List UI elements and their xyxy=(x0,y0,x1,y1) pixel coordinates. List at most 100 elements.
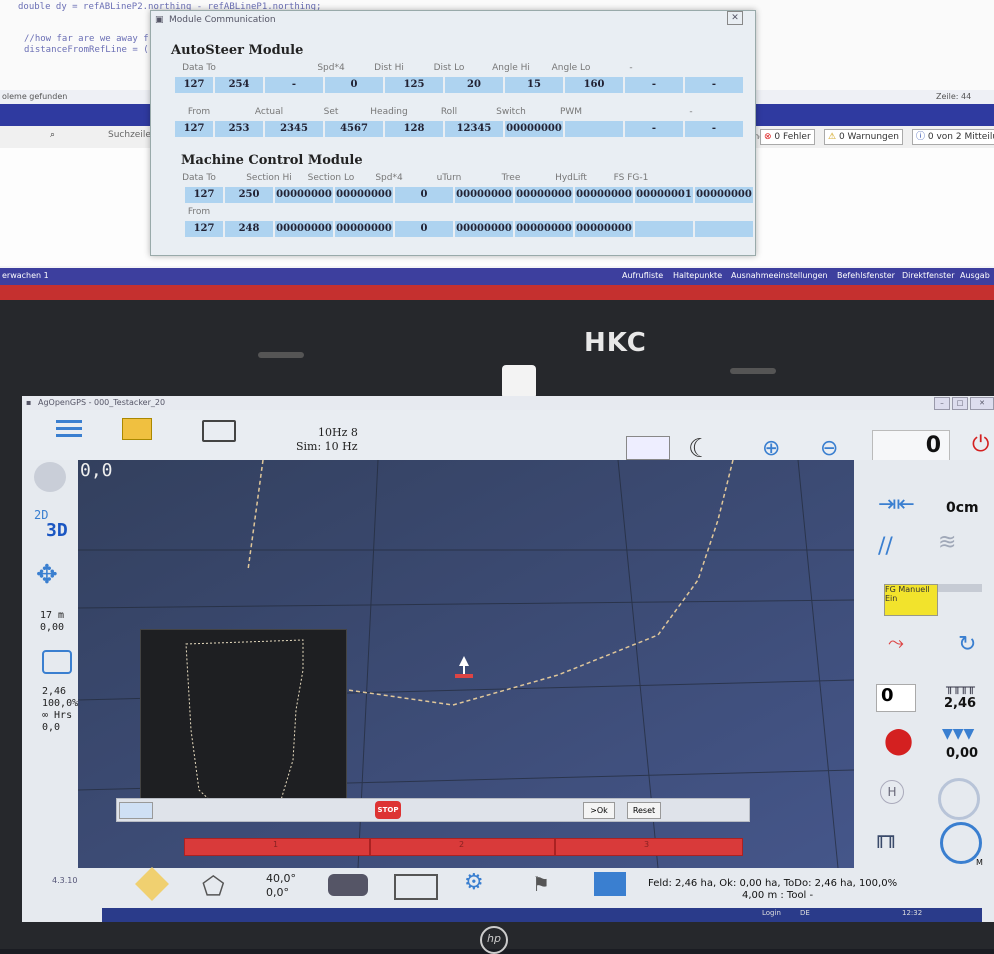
value-cell: 254 xyxy=(215,77,263,93)
tab-command[interactable]: Befehlsfenster xyxy=(837,271,895,280)
location-pin-icon[interactable]: ⬤ xyxy=(884,726,914,756)
power-icon[interactable]: ⏻ xyxy=(972,432,990,457)
roll-angle: 0,0° xyxy=(266,886,289,899)
value-cell: 00000000 xyxy=(275,221,333,237)
view-3d-button[interactable]: 3D xyxy=(46,520,68,541)
boundary-polygon-icon[interactable]: ⬠ xyxy=(202,872,225,902)
dialog-titlebar: ▣ Module Communication ✕ xyxy=(151,11,755,29)
column-label: Data To xyxy=(182,173,216,183)
view-2d-button[interactable]: 2D xyxy=(34,508,49,522)
value-cell: 248 xyxy=(225,221,273,237)
curve-line-icon[interactable]: ⤳ xyxy=(888,630,904,654)
value-cell: 00000000 xyxy=(515,221,573,237)
tool-settings-icon[interactable] xyxy=(394,874,438,900)
u-turn-icon[interactable]: ↻ xyxy=(958,632,977,657)
ok-button[interactable]: >Ok xyxy=(583,802,615,819)
tractor-settings-icon[interactable] xyxy=(328,874,368,896)
tab-callstack[interactable]: Aufrufliste xyxy=(622,271,664,280)
tab-immediate[interactable]: Direktfenster xyxy=(902,271,955,280)
section-bar-1[interactable]: 1 xyxy=(184,838,370,856)
value-cell: 250 xyxy=(225,187,273,203)
flag-pin-icon[interactable]: ⚑ xyxy=(532,872,550,896)
tool-status: 4,00 m : Tool - xyxy=(742,890,814,901)
login-item[interactable]: Login xyxy=(762,909,781,917)
reset-button[interactable]: Reset xyxy=(627,802,661,819)
counter-display: 0 xyxy=(876,684,916,712)
hotkey-button[interactable]: H xyxy=(880,780,904,804)
hydraulic-icon[interactable]: ╓╖ xyxy=(874,824,899,848)
book-icon[interactable] xyxy=(202,420,236,442)
section-bar-3[interactable]: 3 xyxy=(555,838,743,856)
brand-logo: HKC xyxy=(584,328,647,358)
stop-button[interactable]: STOP xyxy=(375,801,401,819)
code-line: distanceFromRefLine = (( xyxy=(24,45,155,55)
heading-angle: 40,0° xyxy=(266,872,296,885)
field-map[interactable]: 0,0 1 2 3 STOP >Ok Reset xyxy=(78,460,854,868)
value-cell: 00000000 xyxy=(575,221,633,237)
warnings-button[interactable]: ⚠ 0 Warnungen xyxy=(824,129,903,145)
close-icon[interactable]: ✕ xyxy=(727,11,743,25)
app-icon: ▣ xyxy=(155,15,164,25)
errors-button[interactable]: ⊗ 0 Fehler xyxy=(760,129,815,145)
maximize-icon[interactable]: □ xyxy=(952,397,968,410)
abline-icon[interactable] xyxy=(42,650,72,674)
search-label[interactable]: Suchzeile xyxy=(108,130,151,140)
value-cell: - xyxy=(625,77,683,93)
section-bar-2[interactable]: 2 xyxy=(370,838,555,856)
windows-taskbar: Login DE 12:32 xyxy=(102,908,982,922)
hamburger-menu-icon[interactable] xyxy=(56,420,82,437)
value-cell: 00000000 xyxy=(455,221,513,237)
robot-icon[interactable] xyxy=(34,462,66,492)
value-cell xyxy=(635,221,693,237)
abline-input-strip: STOP >Ok Reset xyxy=(116,798,750,822)
tilt-view-icon[interactable] xyxy=(626,436,670,460)
tab-output[interactable]: Ausgab xyxy=(960,271,990,280)
distance-secondary: 0,00 xyxy=(40,622,65,633)
gear-icon[interactable]: ⚙ xyxy=(464,870,484,895)
value-cell xyxy=(695,221,753,237)
tab-exceptions[interactable]: Ausnahmeeinstellungen xyxy=(731,271,828,280)
autosteer-disabled-icon[interactable] xyxy=(938,778,980,820)
field-folder-icon[interactable] xyxy=(122,418,152,440)
contour-icon[interactable]: ⇥⇤ xyxy=(878,492,915,517)
steering-wheel-icon[interactable] xyxy=(940,822,982,864)
messages-button[interactable]: ⓘ 0 von 2 Mitteilu xyxy=(912,129,994,145)
fg-manual-button[interactable]: FG Manuell Ein xyxy=(884,584,938,616)
tool-icon[interactable]: ╥╥╥╥ xyxy=(946,680,975,694)
column-label: Angle Hi xyxy=(492,63,530,73)
value-cell: 00000000 xyxy=(335,187,393,203)
column-label: uTurn xyxy=(436,173,462,183)
sprayer-icon[interactable]: ▼▼▼ xyxy=(942,726,975,742)
value-cell: 00000000 xyxy=(275,187,333,203)
tab-breakpoints[interactable]: Haltepunkte xyxy=(673,271,723,280)
column-label: Actual xyxy=(254,107,284,117)
zoom-in-icon[interactable]: ⊕ xyxy=(762,436,781,461)
warning-icon: ⚠ xyxy=(828,132,837,142)
right-panel: ⇥⇤ 0cm // ≋ FG Manuell Ein ⤳ ↻ 0 ╥╥╥╥ 2,… xyxy=(854,460,994,868)
machine-control-title: Machine Control Module xyxy=(181,153,363,168)
zoom-out-icon[interactable]: ⊖ xyxy=(820,436,839,461)
move-icon[interactable]: ✥ xyxy=(36,560,58,590)
search-icon[interactable]: ⌕ xyxy=(50,130,56,140)
waves-icon[interactable]: ≋ xyxy=(938,530,957,555)
clock: 12:32 xyxy=(902,909,923,917)
minimize-icon[interactable]: – xyxy=(934,397,950,410)
night-mode-icon[interactable]: ☾ xyxy=(688,434,712,464)
field-minimap[interactable] xyxy=(140,629,347,819)
value-cell: 160 xyxy=(565,77,623,93)
tool-value: 0,00 xyxy=(946,746,979,761)
satellite-view-icon[interactable] xyxy=(594,872,626,896)
code-line: //how far are we away fr xyxy=(24,34,155,44)
value-cell: 4567 xyxy=(325,121,383,137)
value-cell: 253 xyxy=(215,121,263,137)
tab-watch[interactable]: erwachen 1 xyxy=(2,271,49,280)
language-indicator[interactable]: DE xyxy=(800,909,810,917)
guidance-lines-icon[interactable]: // xyxy=(878,534,893,559)
field-status: Feld: 2,46 ha, Ok: 0,00 ha, ToDo: 2,46 h… xyxy=(648,878,898,889)
column-label: From xyxy=(187,207,211,217)
field-flag-icon[interactable] xyxy=(135,867,169,901)
close-icon[interactable]: ✕ xyxy=(970,397,994,410)
strip-field[interactable] xyxy=(119,802,153,819)
value-cell: 00000001 xyxy=(635,187,693,203)
column-label: Section Hi xyxy=(246,173,292,183)
